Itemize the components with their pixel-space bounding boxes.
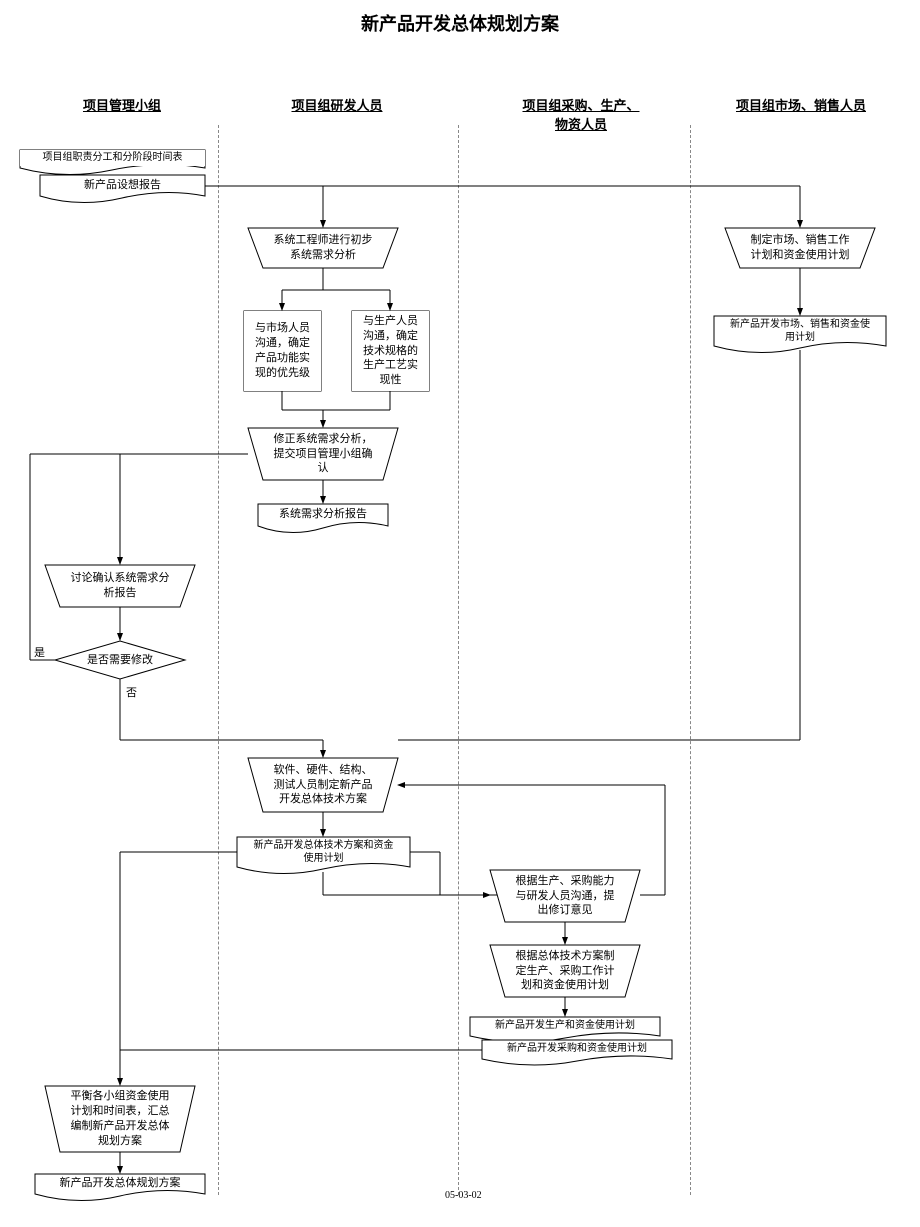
node-n8: 讨论确认系统需求分 析报告: [60, 567, 180, 605]
lane-divider-1: [218, 125, 219, 1195]
node-n11: 新产品开发市场、销售和资金使 用计划: [714, 318, 886, 344]
node-n14: 根据生产、采购能力 与研发人员沟通，提 出修订意见: [505, 872, 625, 920]
col-header-4: 项目组市场、销售人员: [706, 95, 896, 114]
label-yes: 是: [34, 644, 45, 660]
node-n2: 新产品设想报告: [40, 176, 205, 194]
node-n18: 平衡各小组资金使用 计划和时间表，汇总 编制新产品开发总体 规划方案: [60, 1088, 180, 1150]
node-n13: 新产品开发总体技术方案和资金 使用计划: [237, 839, 410, 865]
lane-divider-2: [458, 125, 459, 1195]
node-n10: 制定市场、销售工作 计划和资金使用计划: [740, 230, 860, 266]
node-n12: 软件、硬件、结构、 测试人员制定新产品 开发总体技术方案: [263, 760, 383, 810]
page-title: 新产品开发总体规划方案: [0, 10, 920, 36]
col-header-2: 项目组研发人员: [262, 95, 412, 114]
node-n3: 系统工程师进行初步 系统需求分析: [263, 230, 383, 266]
node-n4: 与市场人员 沟通，确定 产品功能实 现的优先级: [244, 311, 321, 391]
node-n1: 项目组职责分工和分阶段时间表: [20, 150, 205, 166]
col-header-3: 项目组采购、生产、 物资人员: [496, 95, 666, 133]
footer-code: 05-03-02: [445, 1190, 482, 1201]
node-n15: 根据总体技术方案制 定生产、采购工作计 划和资金使用计划: [505, 947, 625, 995]
node-n6: 修正系统需求分析， 提交项目管理小组确 认: [263, 430, 383, 478]
node-n17: 新产品开发采购和资金使用计划: [482, 1041, 672, 1057]
col-header-1: 项目管理小组: [57, 95, 187, 114]
node-n9: 是否需要修改: [60, 651, 180, 669]
node-n16: 新产品开发生产和资金使用计划: [470, 1018, 660, 1034]
label-no: 否: [126, 684, 137, 700]
node-n19: 新产品开发总体规划方案: [35, 1175, 205, 1191]
lane-divider-3: [690, 125, 691, 1195]
node-n5: 与生产人员 沟通，确定 技术规格的 生产工艺实 现性: [352, 311, 429, 391]
node-n7: 系统需求分析报告: [258, 505, 388, 523]
